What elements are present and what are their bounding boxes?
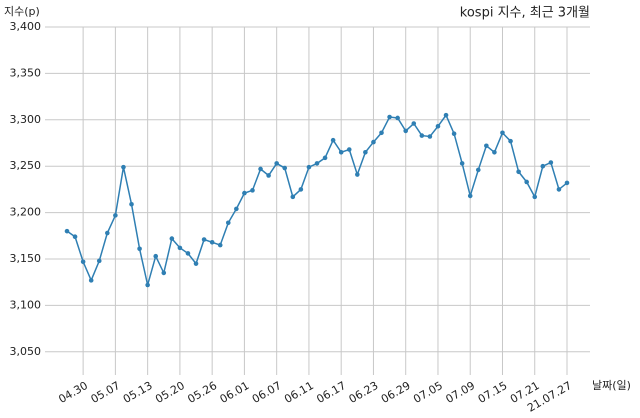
point	[137, 246, 142, 252]
x-tick-label: 06.07	[250, 379, 284, 406]
point	[290, 194, 296, 200]
y-axis-label: 지수(p)	[4, 5, 40, 18]
point	[242, 190, 247, 196]
y-tick-label: 3,150	[10, 252, 42, 265]
point	[209, 239, 215, 245]
point	[217, 242, 223, 248]
x-tick-label: 06.01	[218, 379, 252, 406]
x-tick-label: 04.30	[56, 379, 90, 406]
point	[330, 137, 336, 143]
point	[177, 245, 183, 251]
point	[403, 128, 409, 134]
point	[338, 149, 344, 155]
point	[371, 139, 376, 145]
point	[72, 234, 78, 240]
point	[129, 201, 134, 207]
point	[145, 282, 150, 288]
x-tick-label: 06.11	[282, 379, 316, 406]
point	[274, 161, 279, 166]
y-tick-label: 3,400	[10, 20, 42, 33]
point	[314, 161, 320, 166]
point	[459, 161, 465, 166]
point	[121, 164, 126, 170]
point	[387, 114, 392, 120]
point	[516, 169, 521, 175]
x-axis-label: 날짜(일)	[592, 378, 631, 392]
y-tick-label: 3,100	[10, 298, 42, 311]
point	[443, 112, 449, 118]
x-tick-label: 05.07	[89, 379, 123, 406]
point	[363, 149, 368, 155]
point	[266, 173, 271, 178]
point	[548, 160, 554, 165]
point	[258, 166, 263, 172]
y-tick-label: 3,200	[10, 206, 42, 219]
point	[411, 121, 417, 126]
point	[435, 123, 441, 129]
x-tick-label: 07.05	[411, 379, 445, 406]
x-tick-label: 07.15	[476, 379, 510, 406]
point	[346, 147, 352, 152]
point	[169, 236, 175, 241]
point	[556, 187, 562, 192]
point	[113, 213, 118, 218]
point	[193, 261, 199, 266]
point	[64, 228, 70, 234]
y-tick-label: 3,050	[10, 345, 42, 358]
point	[250, 188, 255, 193]
point	[306, 164, 312, 170]
point	[322, 155, 328, 161]
point	[355, 172, 360, 177]
point	[298, 187, 304, 192]
x-tick-label: 05.26	[185, 379, 219, 406]
point	[201, 237, 207, 242]
chart-title: kospi 지수, 최근 3개월	[460, 6, 590, 21]
point	[88, 278, 94, 283]
point	[105, 230, 110, 236]
point	[540, 163, 546, 169]
point	[96, 258, 102, 264]
point	[80, 259, 86, 265]
line	[66, 113, 568, 286]
point	[492, 149, 497, 155]
point	[500, 130, 505, 136]
x-tick-label: 06.17	[314, 379, 348, 406]
point	[508, 138, 513, 144]
point	[532, 194, 538, 200]
point	[475, 167, 481, 173]
point	[161, 270, 167, 276]
x-tick-label: 06.23	[347, 379, 381, 406]
point	[484, 143, 489, 149]
x-tick-label: 05.20	[153, 379, 187, 406]
y-tick-label: 3,300	[10, 113, 42, 126]
point	[524, 179, 529, 185]
point	[153, 253, 159, 259]
y-tick-label: 3,250	[10, 159, 42, 172]
point	[427, 134, 433, 139]
point	[451, 131, 457, 137]
y-tick-label: 3,350	[10, 66, 42, 79]
x-tick-label: 06.29	[379, 379, 413, 406]
point	[419, 133, 425, 138]
point	[564, 180, 570, 186]
point	[234, 206, 239, 212]
point	[395, 115, 400, 121]
x-tick-label: 07.09	[443, 379, 477, 406]
point	[379, 130, 384, 136]
point	[467, 193, 473, 199]
point	[185, 251, 191, 256]
point	[225, 220, 231, 226]
x-tick-label: 05.13	[121, 379, 155, 406]
point	[282, 165, 288, 171]
